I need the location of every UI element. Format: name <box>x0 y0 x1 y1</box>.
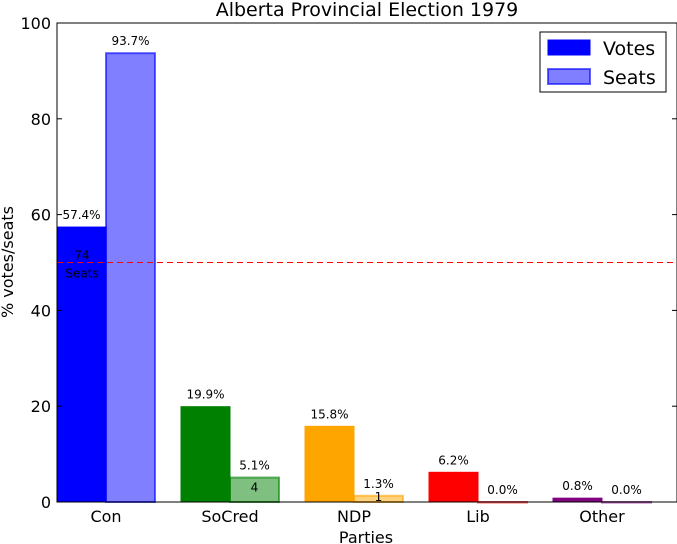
label-votes-con: 57.4% <box>62 208 100 222</box>
legend-label-votes: Votes <box>603 38 655 60</box>
seat-count-socred: 4 <box>251 481 259 495</box>
seat-count-con: 74 <box>74 249 89 263</box>
y-tick-label-20: 20 <box>31 397 51 416</box>
bar-seats-con <box>105 52 156 503</box>
x-axis-label: Parties <box>339 528 393 544</box>
x-tick-label-socred: SoCred <box>201 507 258 526</box>
y-axis-label: % votes/seats <box>0 206 17 318</box>
x-tick-label-con: Con <box>90 507 121 526</box>
label-seats-socred: 5.1% <box>239 459 270 473</box>
label-seats-other: 0.0% <box>611 483 642 497</box>
bar-votes-con <box>56 226 107 503</box>
legend-swatch-votes <box>547 39 591 56</box>
label-seats-ndp: 1.3% <box>363 477 394 491</box>
label-votes-lib: 6.2% <box>438 453 469 467</box>
y-tick-label-80: 80 <box>31 110 51 129</box>
label-votes-other: 0.8% <box>562 479 593 493</box>
bar-votes-socred <box>180 406 231 503</box>
chart-title: Alberta Provincial Election 1979 <box>216 0 519 21</box>
y-tick-label-100: 100 <box>20 14 51 33</box>
label-seats-lib: 0.0% <box>487 483 518 497</box>
seat-count-unit-con: Seats <box>65 267 98 281</box>
legend-label-seats: Seats <box>603 67 656 89</box>
bar-votes-lib <box>428 471 479 503</box>
x-tick-label-ndp: NDP <box>337 507 371 526</box>
y-tick-label-0: 0 <box>41 493 51 512</box>
seat-count-ndp: 1 <box>375 490 383 504</box>
label-votes-socred: 19.9% <box>186 388 224 402</box>
label-votes-ndp: 15.8% <box>310 407 348 421</box>
x-tick-label-other: Other <box>579 507 625 526</box>
bar-votes-ndp <box>304 425 355 503</box>
bar-votes-other <box>552 497 603 503</box>
legend-swatch-seats <box>547 68 591 85</box>
legend: Votes Seats <box>539 31 667 93</box>
axes: Con SoCred NDP Lib Other 0 20 40 60 80 100 <box>20 14 677 526</box>
label-seats-con: 93.7% <box>111 34 149 48</box>
y-tick-label-40: 40 <box>31 301 51 320</box>
x-tick-label-lib: Lib <box>466 507 490 526</box>
chart-marks: 57.4% 93.7% 74 Seats 19.9% 5.1% 4 15.8% 1.3%1 6.2… <box>56 34 677 504</box>
plot-frame <box>56 22 677 503</box>
y-tick-label-60: 60 <box>31 206 51 225</box>
